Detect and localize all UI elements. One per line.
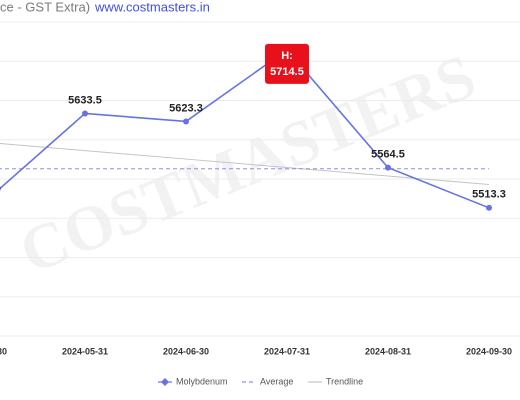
x-tick-label: 2024-05-31 bbox=[62, 346, 108, 356]
point bbox=[385, 164, 391, 171]
x-tick-label: 2024-04-30 bbox=[0, 346, 7, 356]
x-tick-label: 2024-07-31 bbox=[264, 346, 310, 356]
high-label: H: bbox=[281, 50, 293, 62]
data-label: 5623.3 bbox=[169, 102, 203, 114]
point bbox=[82, 110, 88, 117]
x-tick-label: 2024-09-30 bbox=[466, 346, 512, 356]
data-label: 5714.5 bbox=[270, 66, 304, 78]
legend-label: Trendline bbox=[326, 376, 363, 386]
series-line bbox=[0, 48, 490, 209]
series-line bbox=[0, 142, 490, 185]
data-label: 5564.5 bbox=[371, 149, 405, 161]
chart-subtitle: www.costmasters.in bbox=[94, 0, 210, 14]
legend-marker bbox=[161, 378, 169, 386]
legend-label: Molybdenum bbox=[176, 376, 228, 386]
data-label: 5633.5 bbox=[68, 94, 102, 106]
high-box bbox=[265, 43, 309, 84]
legend-label: Average bbox=[260, 376, 293, 386]
point bbox=[486, 204, 492, 211]
x-tick-label: 2024-06-30 bbox=[163, 346, 209, 356]
x-tick-label: 2024-08-31 bbox=[365, 346, 411, 356]
data-label: 5513.3 bbox=[472, 189, 506, 201]
data-label: 5520.0 bbox=[0, 183, 1, 195]
chart-title: ce - GST Extra) bbox=[0, 0, 90, 14]
point bbox=[183, 118, 189, 125]
